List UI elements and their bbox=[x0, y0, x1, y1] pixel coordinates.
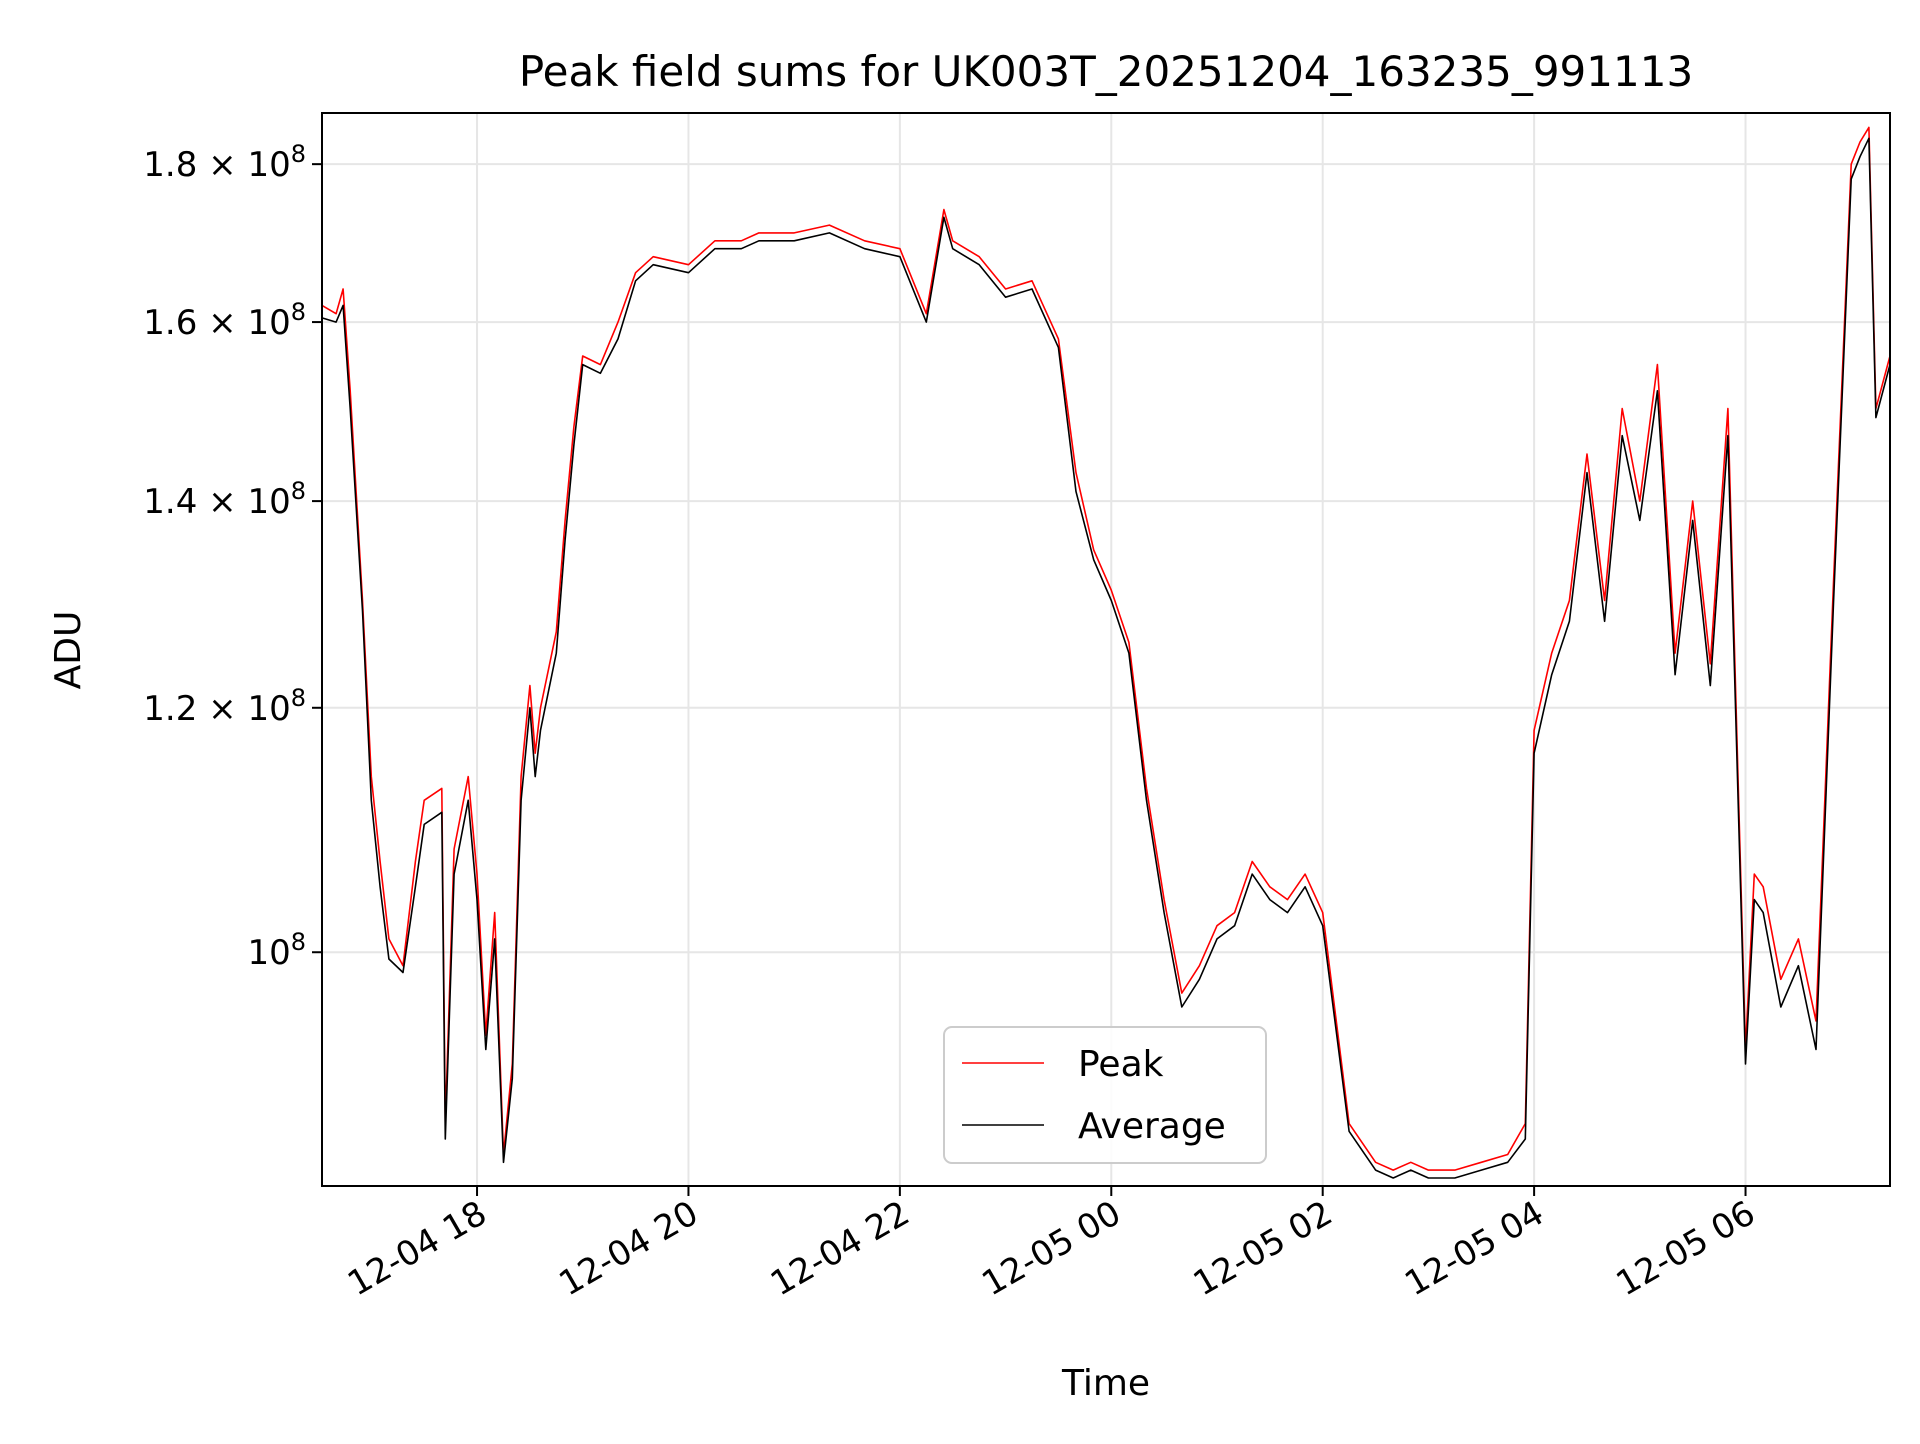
y-tick-label: 1.8 × 108 bbox=[143, 140, 306, 185]
y-tick-label: 1.6 × 108 bbox=[143, 298, 306, 343]
y-tick-label: 108 bbox=[247, 928, 306, 973]
x-axis-label: Time bbox=[1061, 1363, 1150, 1404]
grid-lines bbox=[322, 113, 1890, 1186]
legend: Peak Average bbox=[943, 1026, 1267, 1164]
y-tick-label: 1.4 × 108 bbox=[143, 477, 306, 522]
plot-area-frame bbox=[321, 112, 1891, 1187]
series-average-line bbox=[321, 137, 1891, 1179]
series-lines bbox=[321, 126, 1891, 1179]
series-peak-line bbox=[321, 126, 1891, 1171]
chart-title: Peak field sums for UK003T_20251204_1632… bbox=[519, 47, 1693, 96]
y-tick-label: 1.2 × 108 bbox=[143, 684, 306, 729]
y-axis-label: ADU bbox=[48, 611, 89, 690]
legend-average-label: Average bbox=[1078, 1106, 1226, 1147]
legend-box bbox=[943, 1026, 1267, 1164]
legend-peak-label: Peak bbox=[1078, 1044, 1164, 1085]
